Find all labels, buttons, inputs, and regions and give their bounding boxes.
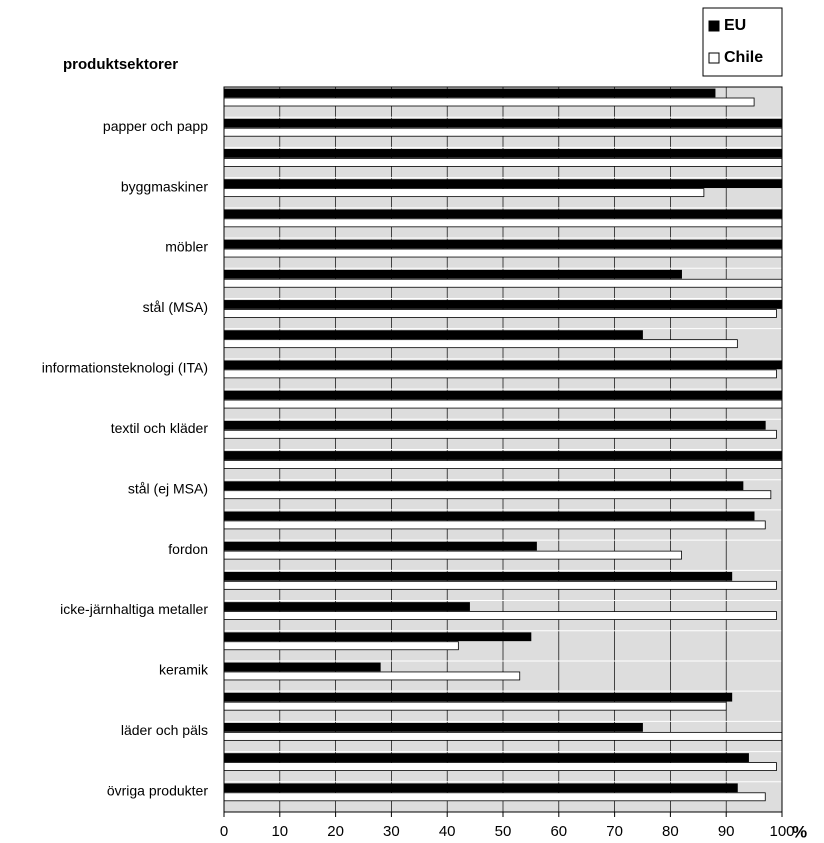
bar: [223, 369, 777, 379]
bar: [223, 520, 766, 530]
bar: [223, 330, 643, 340]
y-tick-label: keramik: [159, 662, 209, 678]
bar: [223, 420, 766, 430]
bar: [223, 783, 738, 793]
x-tick-label: 90: [718, 823, 735, 840]
bar: [223, 97, 755, 107]
bar: [223, 632, 532, 642]
bar: [223, 692, 733, 702]
legend-box: [702, 7, 783, 77]
bar: [223, 149, 783, 158]
y-tick-label: byggmaskiner: [121, 178, 208, 194]
x-tick-label: 0: [220, 823, 228, 840]
bar: [223, 88, 716, 98]
bar: [223, 300, 783, 309]
bar: [223, 541, 537, 551]
y-tick-label: informationsteknologi (ITA): [42, 360, 208, 376]
x-tick-label: 100: [769, 823, 794, 840]
bar: [223, 641, 459, 651]
bar: [223, 490, 772, 500]
bar: [223, 118, 783, 128]
bar: [223, 792, 766, 802]
x-tick-label: 30: [383, 823, 400, 840]
bar: [223, 218, 783, 228]
bar: [223, 309, 777, 318]
bar: [223, 127, 783, 137]
bar: [223, 460, 783, 469]
y-tick-label: textil och kläder: [111, 420, 209, 436]
plot-border: [223, 86, 783, 813]
bar: [223, 762, 777, 771]
bar: [223, 429, 777, 439]
bar: [223, 611, 777, 620]
x-tick-label: 10: [271, 823, 288, 840]
bar: [223, 269, 682, 279]
y-tick-label: papper och papp: [103, 118, 208, 134]
x-axis-unit: %: [792, 822, 807, 841]
legend-swatch: [708, 52, 720, 64]
bar: [223, 571, 733, 581]
legend-swatch: [708, 20, 720, 32]
x-tick-label: 20: [327, 823, 344, 840]
bar: [223, 339, 738, 349]
bar: [223, 209, 783, 219]
bar: [223, 399, 783, 409]
y-tick-label: läder och päls: [121, 722, 208, 738]
y-tick-label: stål (ej MSA): [128, 480, 208, 496]
bar: [223, 731, 783, 741]
bar: [223, 662, 381, 672]
bar: [223, 239, 783, 249]
bar: [223, 701, 727, 711]
bar: [223, 481, 744, 491]
bar: [223, 179, 783, 189]
bar: [223, 248, 783, 258]
x-tick-label: 50: [495, 823, 512, 840]
bar: [223, 722, 643, 732]
y-axis-title: produktsektorer: [63, 56, 178, 73]
bar: [223, 753, 749, 762]
x-tick-label: 70: [606, 823, 623, 840]
bar: [223, 158, 783, 167]
y-tick-label: stål (MSA): [143, 299, 208, 315]
y-tick-label: fordon: [168, 541, 208, 557]
x-tick-label: 60: [550, 823, 567, 840]
y-tick-label: icke-järnhaltiga metaller: [60, 601, 208, 617]
bar: [223, 188, 705, 198]
bar: [223, 360, 783, 370]
x-tick-label: 80: [662, 823, 679, 840]
legend-label: Chile: [724, 49, 763, 66]
bar: [223, 580, 777, 590]
bar: [223, 451, 783, 460]
bar: [223, 550, 682, 560]
y-tick-label: övriga produkter: [107, 782, 209, 798]
y-tick-label: möbler: [165, 239, 208, 255]
bar: [223, 602, 470, 611]
bar: [223, 390, 783, 400]
legend-label: EU: [724, 17, 746, 34]
bar: [223, 278, 783, 288]
bar: [223, 671, 521, 681]
x-tick-label: 40: [439, 823, 456, 840]
bar: [223, 511, 755, 521]
